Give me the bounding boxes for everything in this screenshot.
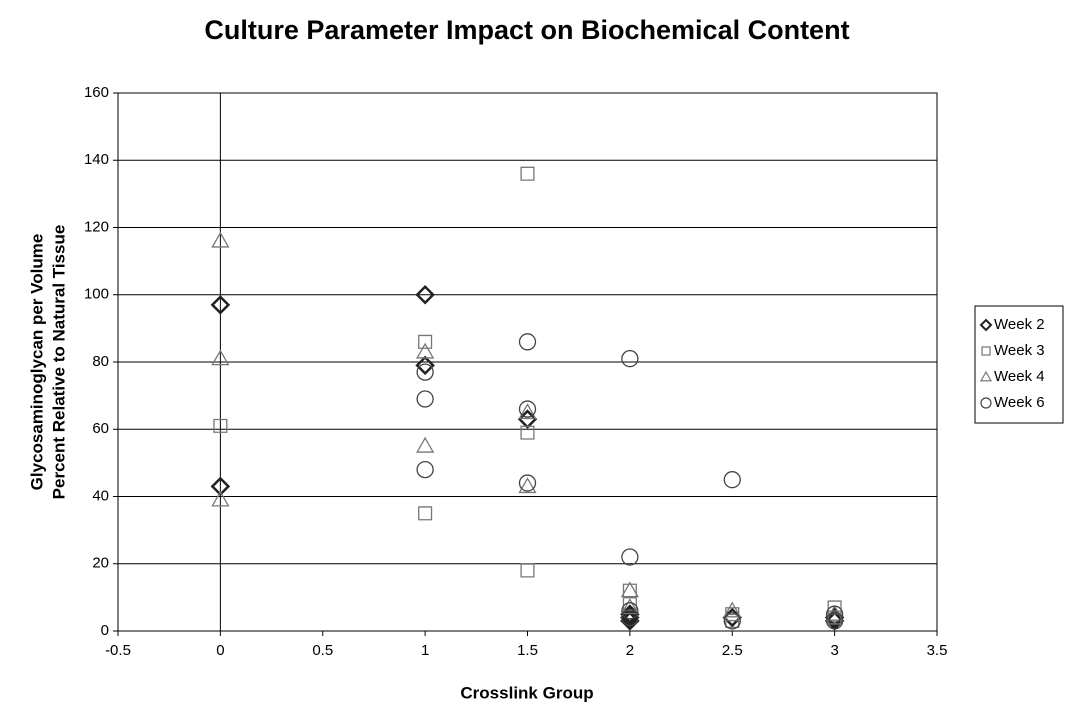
point (723, 471, 741, 489)
y-axis-title: Glycosaminoglycan per Volume (27, 234, 46, 491)
point (621, 548, 639, 566)
x-tick-label: 0 (216, 642, 224, 659)
point (211, 490, 230, 507)
legend-label: Week 4 (994, 368, 1045, 385)
x-tick-label: 2 (626, 642, 634, 659)
x-tick-label: 0.5 (312, 642, 333, 659)
point (518, 400, 537, 418)
point (416, 461, 434, 479)
x-tick-label: 2.5 (722, 642, 743, 659)
legend-marker (981, 346, 991, 356)
y-tick-label: 80 (92, 353, 109, 370)
y-tick-label: 20 (92, 555, 109, 572)
point (520, 166, 535, 181)
point (518, 474, 537, 492)
legend-label: Week 3 (994, 342, 1045, 359)
x-tick-label: 1.5 (517, 642, 538, 659)
x-tick-label: 3 (830, 642, 838, 659)
y-tick-label: 40 (92, 487, 109, 504)
point (825, 604, 844, 621)
x-tick-label: 3.5 (927, 642, 948, 659)
point (418, 334, 433, 349)
legend-marker (980, 397, 992, 409)
y-tick-label: 140 (84, 151, 109, 168)
point (723, 601, 742, 618)
legend-marker (979, 318, 993, 332)
point (211, 231, 230, 248)
point (518, 403, 537, 420)
point (621, 350, 639, 368)
point (210, 295, 231, 315)
point (416, 390, 434, 408)
point (210, 476, 231, 497)
chart-title: Culture Parameter Impact on Biochemical … (204, 15, 849, 45)
point (213, 418, 228, 433)
x-tick-label: 1 (421, 642, 429, 659)
y-tick-label: 120 (84, 218, 109, 235)
point (825, 612, 844, 630)
point (621, 608, 639, 627)
point (621, 602, 639, 620)
legend-label: Week 2 (994, 316, 1045, 333)
point (518, 333, 537, 351)
point (620, 598, 639, 615)
point (211, 349, 230, 366)
point (723, 612, 741, 630)
point (416, 342, 435, 359)
point (418, 506, 433, 521)
y-tick-label: 100 (84, 286, 109, 303)
y-axis-title: Percent Relative to Natural Tissue (49, 225, 68, 500)
plot-frame (117, 92, 938, 632)
x-axis-title: Crosslink Group (460, 683, 593, 702)
y-tick-label: 0 (101, 622, 109, 639)
y-tick-label: 60 (92, 420, 109, 437)
x-tick-label: -0.5 (105, 642, 131, 659)
point (725, 613, 740, 628)
point (415, 284, 435, 305)
point (825, 605, 844, 623)
point (520, 563, 535, 578)
point (416, 436, 435, 453)
point (620, 611, 640, 631)
legend-marker (979, 370, 993, 382)
legend-label: Week 6 (994, 394, 1045, 411)
point (517, 409, 538, 429)
point (620, 581, 639, 598)
y-tick-label: 160 (84, 84, 109, 101)
point (518, 477, 537, 494)
point (520, 425, 535, 440)
point (416, 363, 434, 381)
point (415, 355, 435, 376)
